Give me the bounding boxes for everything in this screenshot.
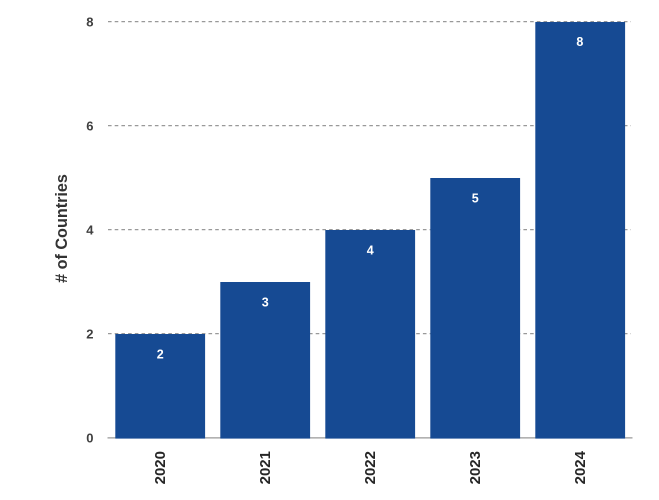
svg-text:8: 8: [86, 15, 93, 30]
svg-text:2022: 2022: [362, 451, 379, 484]
svg-text:2020: 2020: [152, 451, 169, 484]
svg-text:2: 2: [157, 348, 164, 362]
svg-text:8: 8: [576, 35, 583, 49]
svg-text:0: 0: [86, 431, 93, 446]
svg-text:# of Countries: # of Countries: [53, 174, 71, 283]
svg-text:2021: 2021: [257, 451, 274, 484]
svg-text:5: 5: [472, 192, 479, 206]
svg-text:6: 6: [86, 119, 93, 134]
svg-text:2023: 2023: [467, 451, 484, 484]
svg-text:4: 4: [367, 244, 374, 258]
svg-text:2024: 2024: [572, 450, 589, 484]
svg-text:4: 4: [86, 223, 94, 238]
svg-text:3: 3: [262, 296, 269, 310]
svg-text:2: 2: [86, 327, 93, 342]
